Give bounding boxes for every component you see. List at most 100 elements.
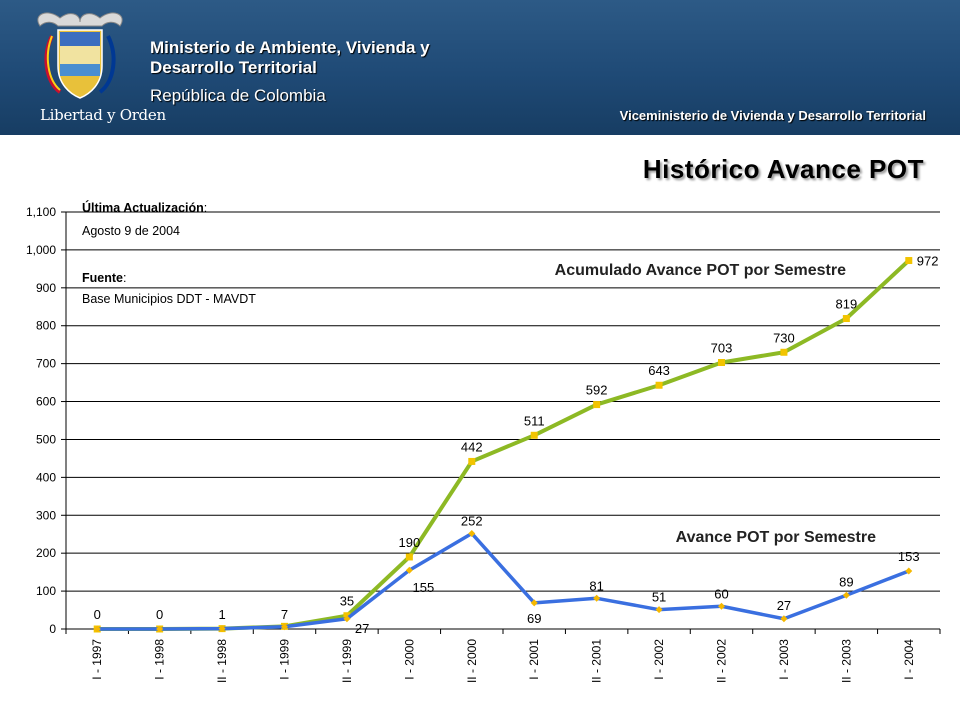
y-tick-label: 800 (36, 319, 56, 333)
x-tick-label: I - 1998 (153, 639, 167, 680)
x-tick-label: I - 1997 (90, 639, 104, 680)
data-label-cumulative: 592 (586, 383, 608, 398)
x-tick-label: I - 2000 (402, 639, 416, 680)
data-label-semester: 27 (355, 621, 369, 636)
y-tick-label: 1,000 (26, 243, 56, 257)
point-cumulative (530, 431, 538, 439)
data-label-cumulative: 0 (94, 607, 101, 622)
colombia-coat-of-arms-icon (37, 12, 123, 99)
data-label-semester: 89 (839, 574, 853, 589)
point-cumulative (905, 257, 913, 265)
ministry-line-2: Desarrollo Territorial (150, 58, 317, 77)
y-tick-label: 700 (36, 357, 56, 371)
data-label-cumulative: 703 (711, 340, 733, 355)
point-semester (530, 599, 538, 607)
data-label-cumulative: 1 (218, 607, 225, 622)
point-semester (468, 529, 476, 537)
viceministry-name: Viceministerio de Vivienda y Desarrollo … (619, 108, 926, 123)
series-label-cumulative: Acumulado Avance POT por Semestre (555, 262, 846, 279)
series-line-semester (97, 531, 910, 631)
y-tick-label: 0 (49, 622, 56, 636)
data-label-cumulative: 819 (836, 297, 858, 312)
y-tick-label: 300 (36, 508, 56, 522)
point-cumulative (405, 553, 413, 561)
header-banner: Libertad y Orden Ministerio de Ambiente,… (0, 0, 960, 135)
data-label-cumulative: 972 (917, 254, 939, 269)
data-label-cumulative: 442 (461, 439, 483, 454)
update-colon: : (204, 201, 207, 215)
data-label-semester: 27 (777, 598, 791, 613)
x-tick-labels: I - 1997 I - 1998 II - 1998 I - 1999 II - 19… (90, 639, 916, 683)
x-tick-label: II - 2000 (465, 639, 479, 683)
x-tick-label: II - 2001 (590, 639, 604, 683)
data-label-cumulative: 190 (399, 535, 421, 550)
y-tick-label: 100 (36, 584, 56, 598)
update-value: Agosto 9 de 2004 (82, 224, 180, 238)
data-label-cumulative: 511 (524, 413, 545, 428)
source-label: Fuente (82, 271, 123, 285)
x-tick-label: I - 1999 (278, 639, 292, 680)
ministry-name: Ministerio de Ambiente, Vivienda y Desar… (150, 38, 430, 78)
data-label-cumulative: 0 (156, 607, 163, 622)
data-label-semester: 51 (652, 590, 666, 605)
point-semester (343, 615, 351, 623)
point-cumulative (468, 457, 476, 465)
x-tick-label: II - 2003 (839, 639, 853, 683)
data-label-semester: 69 (527, 611, 541, 626)
data-label-cumulative: 35 (340, 594, 354, 609)
slide-title: Histórico Avance POT (642, 154, 924, 184)
y-tick-label: 200 (36, 546, 56, 560)
point-semester (156, 625, 164, 633)
x-tick-label: I - 2004 (902, 639, 916, 680)
point-semester (93, 625, 101, 633)
source-value: Base Municipios DDT - MAVDT (82, 292, 256, 306)
y-tick-label: 900 (36, 281, 56, 295)
data-labels: 0 0 1 7 35 190 442 511 592 643 703 730 819 972 27 155 25… (94, 254, 939, 636)
point-semester (281, 623, 288, 631)
series-label-semester: Avance POT por Semestre (676, 529, 876, 546)
data-label-cumulative: 7 (281, 607, 288, 622)
point-semester (842, 591, 850, 599)
motto-text: Libertad y Orden (40, 106, 166, 124)
data-label-semester: 60 (714, 586, 728, 601)
point-cumulative (655, 381, 663, 389)
y-tick-label: 600 (36, 395, 56, 409)
y-tick-labels: 0 100 200 300 400 500 600 700 800 900 1,000 1,100 (26, 205, 56, 636)
point-cumulative (842, 315, 850, 323)
grid-lines (66, 211, 940, 592)
point-semester (593, 594, 601, 602)
data-label-cumulative: 730 (773, 330, 795, 345)
source-note: Fuente: (82, 271, 126, 285)
series-group (93, 257, 913, 633)
point-cumulative (718, 358, 725, 366)
republic-name: República de Colombia (150, 86, 326, 105)
data-label-semester: 155 (413, 580, 435, 595)
point-semester (905, 567, 913, 575)
point-semester (718, 602, 725, 610)
x-tick-label: I - 2003 (777, 639, 791, 680)
data-label-cumulative: 643 (648, 363, 670, 378)
point-semester (218, 625, 226, 633)
point-cumulative (593, 401, 601, 409)
data-label-semester: 81 (589, 578, 603, 593)
x-tick-label: I - 2001 (527, 639, 541, 680)
point-semester (655, 606, 663, 614)
y-tick-label: 500 (36, 432, 56, 446)
ministry-line-1: Ministerio de Ambiente, Vivienda y (150, 38, 430, 57)
data-label-semester: 153 (898, 549, 920, 564)
source-colon: : (123, 271, 126, 285)
y-tick-label: 1,100 (26, 205, 56, 219)
x-tick-label: I - 2002 (652, 639, 666, 680)
series-line-cumulative (97, 259, 911, 631)
update-note: Última Actualización: (82, 200, 207, 215)
data-label-semester: 252 (461, 513, 483, 528)
point-semester (405, 566, 413, 574)
update-label: Última Actualización (82, 200, 204, 215)
x-tick-label: II - 2002 (715, 639, 729, 683)
point-cumulative (780, 348, 788, 356)
x-tick-label: II - 1998 (215, 639, 229, 683)
y-tick-label: 400 (36, 470, 56, 484)
point-semester (780, 615, 788, 623)
x-tick-label: II - 1999 (340, 639, 354, 683)
